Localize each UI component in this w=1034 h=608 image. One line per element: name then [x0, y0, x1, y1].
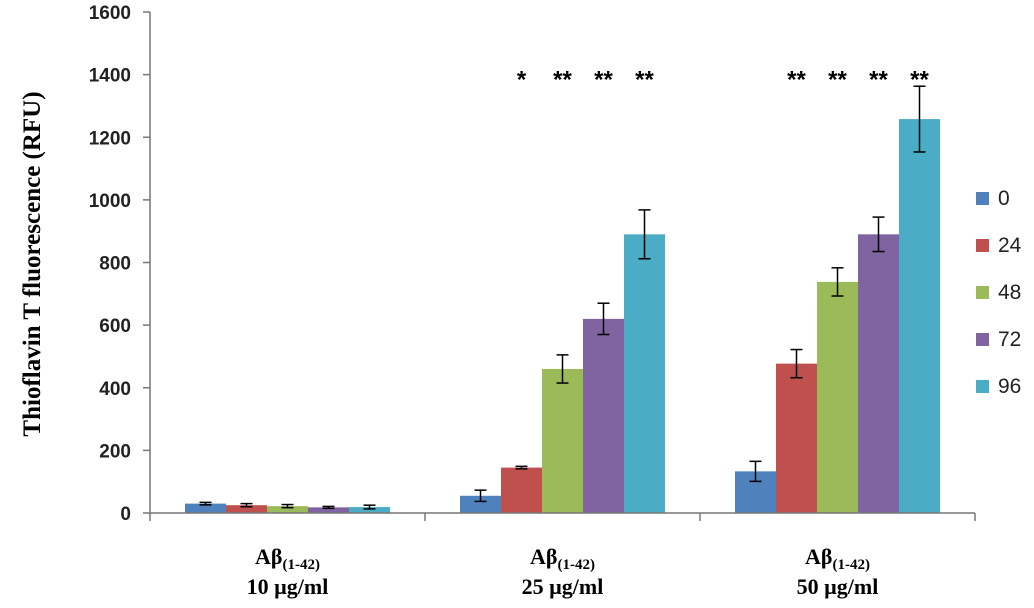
- category-label-line2: 50 µg/ml: [797, 574, 879, 599]
- bar-48-2: [817, 281, 858, 513]
- significance-marker: *: [517, 67, 527, 94]
- bar-72-0: [308, 507, 349, 513]
- y-tick-label: 600: [99, 316, 131, 337]
- y-axis: 0 200 400 600 800 1000 1200 1400 1600: [89, 3, 151, 525]
- y-tick-label: 1400: [89, 66, 131, 87]
- bar-24-2: [776, 363, 817, 513]
- bar-96-1: [624, 234, 665, 513]
- y-tick-label: 400: [99, 379, 131, 400]
- legend-swatch-96: [976, 380, 989, 393]
- y-tick-label: 1000: [89, 191, 131, 212]
- bar-72-2: [858, 234, 899, 513]
- y-tick-label: 1200: [89, 128, 131, 149]
- legend-swatch-72: [976, 333, 989, 346]
- bar-0-1: [460, 495, 501, 513]
- category-label-line1: Aβ(1-42): [530, 544, 595, 573]
- significance-markers: * ** ** ** ** ** ** **: [517, 67, 930, 94]
- bar-72-1: [583, 318, 624, 513]
- legend-label-72: 72: [998, 328, 1021, 351]
- bars: [185, 119, 940, 514]
- legend-swatch-24: [976, 239, 989, 252]
- bar-24-1: [501, 467, 542, 513]
- bar-24-0: [226, 505, 267, 513]
- legend-label-48: 48: [998, 281, 1021, 304]
- y-tick-label: 800: [99, 254, 131, 275]
- bar-96-0: [349, 507, 390, 513]
- y-axis-label: Thioflavin T fluorescence (RFU): [19, 91, 46, 436]
- significance-marker: **: [787, 67, 806, 94]
- significance-marker: **: [869, 67, 888, 94]
- bar-48-1: [542, 368, 583, 513]
- significance-marker: **: [828, 67, 847, 94]
- legend-swatch-0: [976, 192, 989, 205]
- y-tick-label: 1600: [89, 3, 131, 24]
- legend-swatch-48: [976, 286, 989, 299]
- legend: 0 24 48 72 96: [976, 187, 1022, 398]
- significance-marker: **: [910, 67, 929, 94]
- y-tick-label: 200: [99, 441, 131, 462]
- category-label-line1: Aβ(1-42): [255, 544, 320, 573]
- bar-96-2: [899, 119, 940, 514]
- category-label-line1: Aβ(1-42): [805, 544, 870, 573]
- error-bars: [199, 85, 926, 510]
- legend-label-96: 96: [998, 375, 1021, 398]
- category-label-line2: 10 µg/ml: [247, 574, 329, 599]
- bar-0-0: [185, 503, 226, 513]
- y-tick-label: 0: [120, 504, 131, 525]
- category-label-line2: 25 µg/ml: [522, 574, 604, 599]
- significance-marker: **: [635, 67, 654, 94]
- legend-label-0: 0: [998, 187, 1010, 210]
- significance-marker: **: [594, 67, 613, 94]
- significance-marker: **: [553, 67, 572, 94]
- bar-48-0: [267, 506, 308, 513]
- legend-label-24: 24: [998, 234, 1022, 257]
